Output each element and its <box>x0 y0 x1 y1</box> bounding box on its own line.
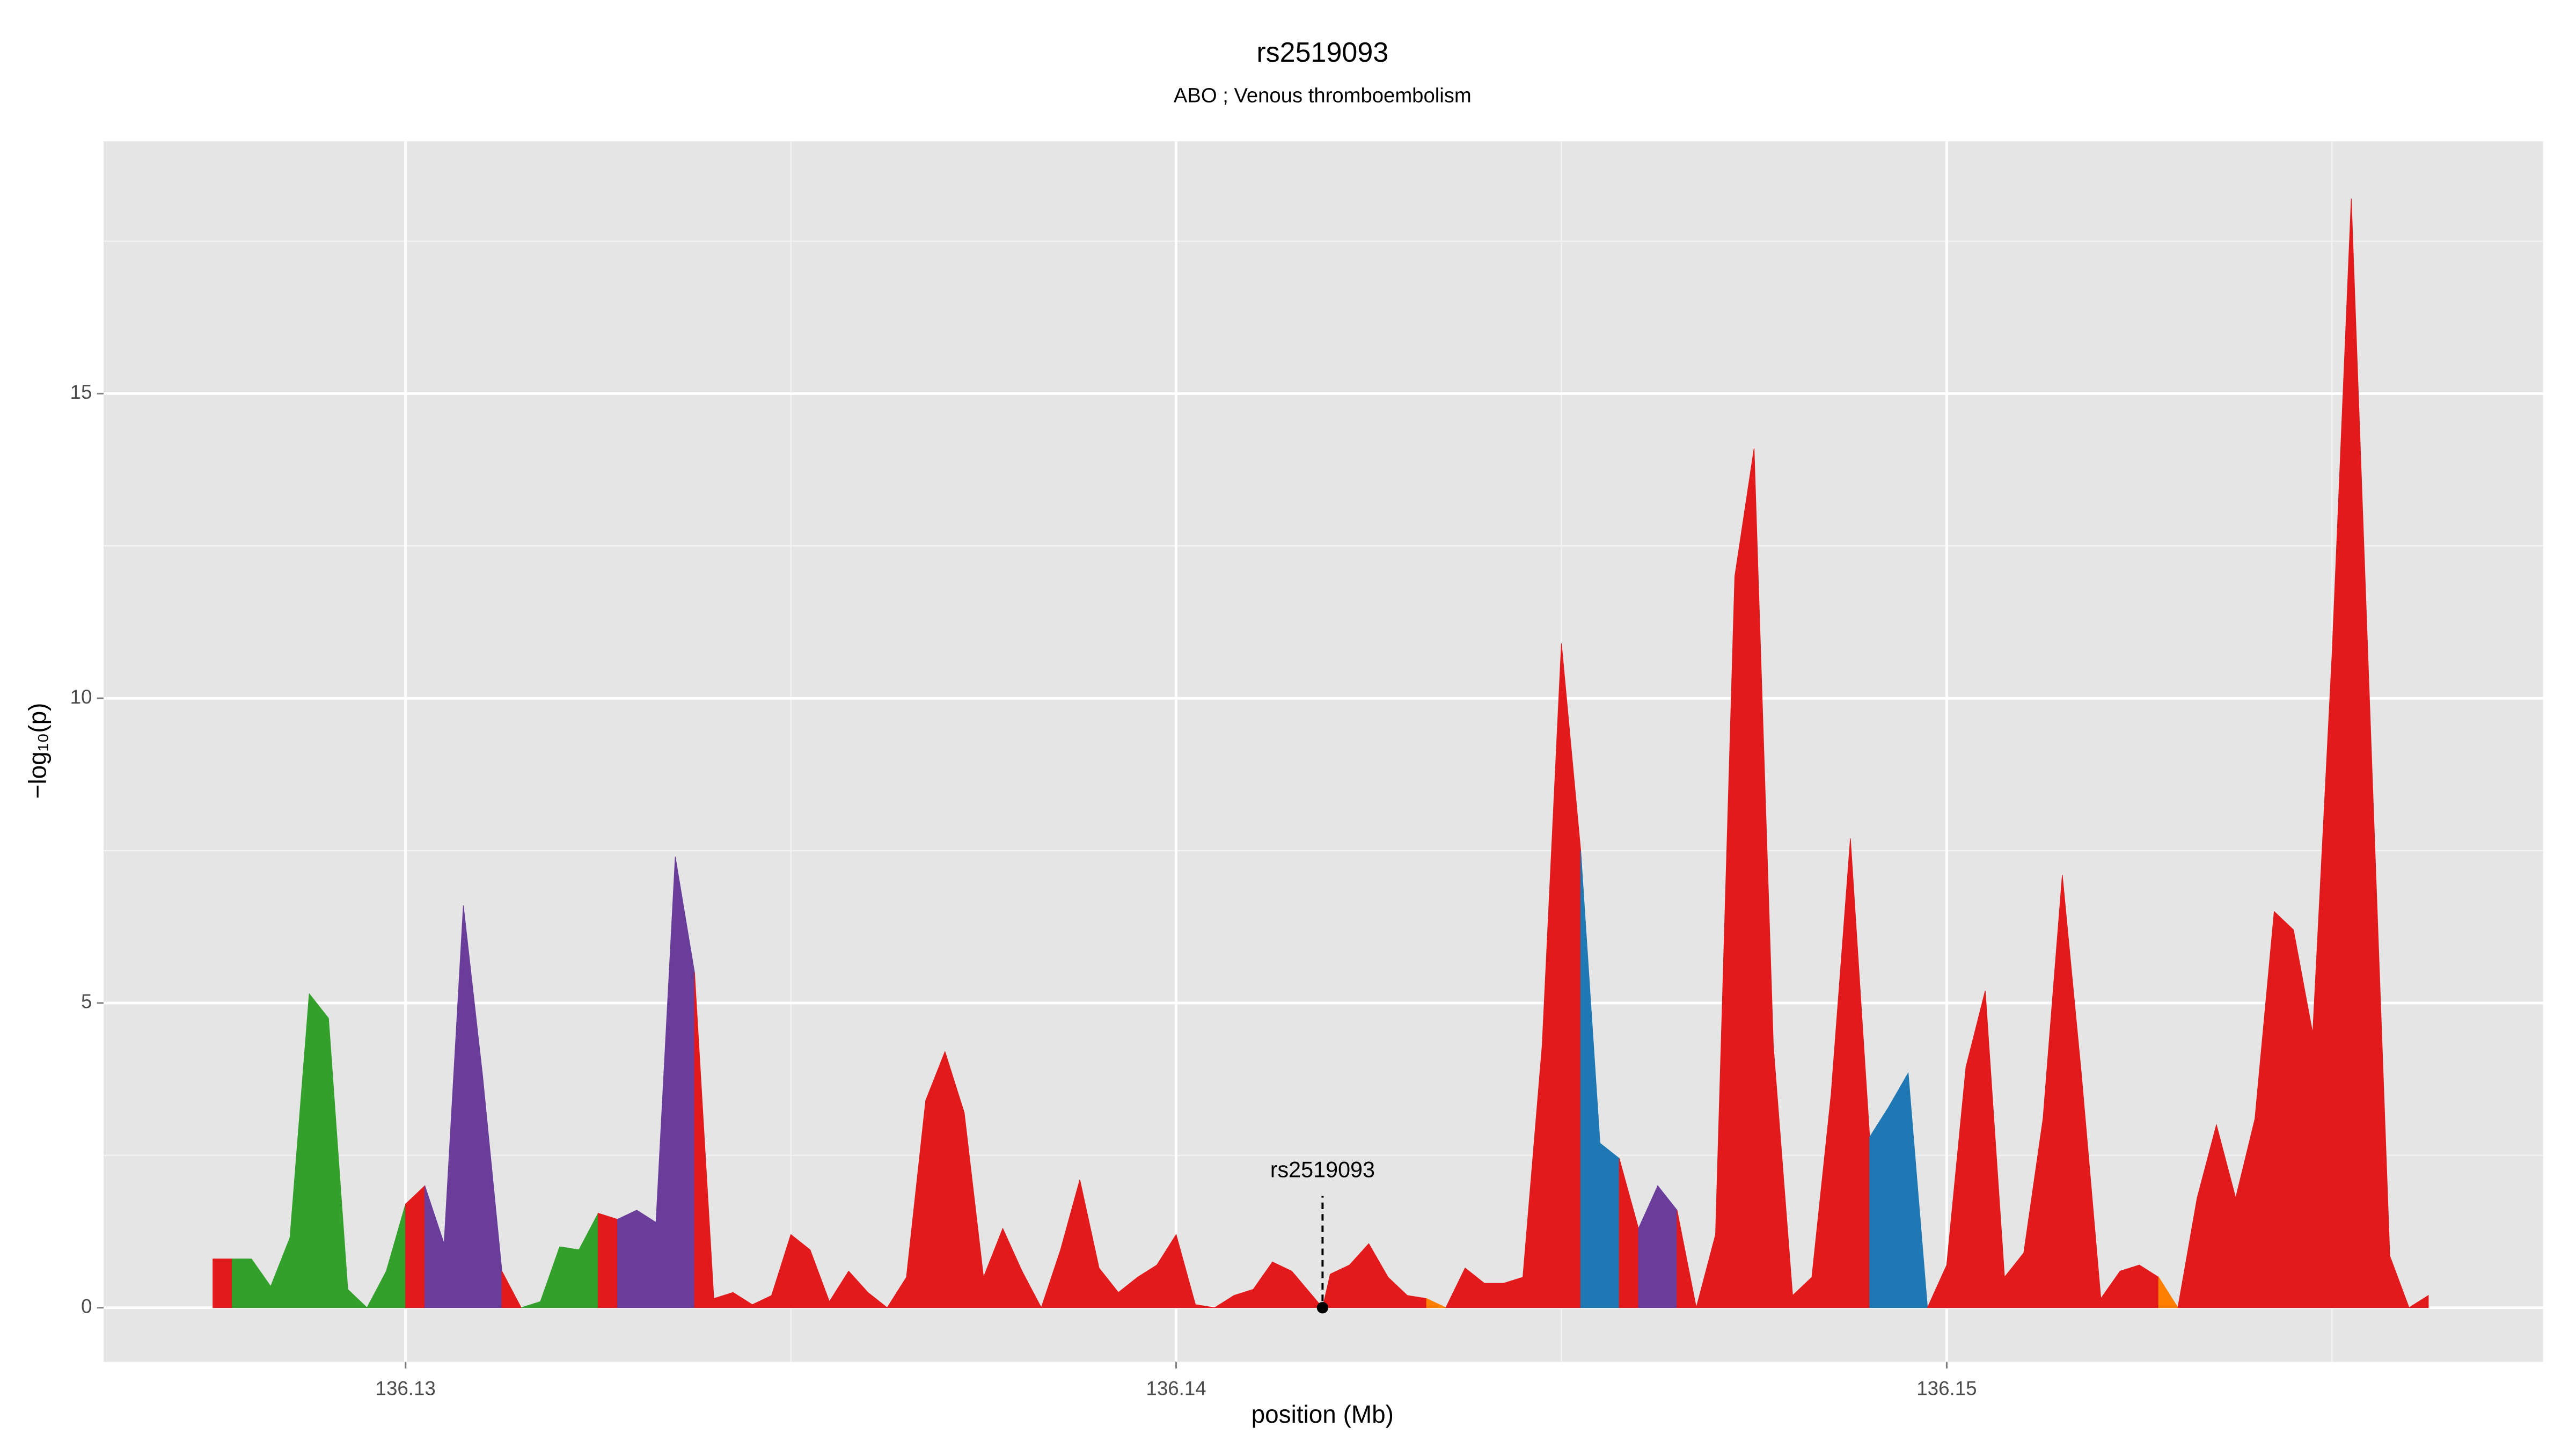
areas <box>213 198 2429 1309</box>
x-tick-label: 136.13 <box>376 1377 436 1399</box>
x-tick-label: 136.14 <box>1146 1377 1206 1399</box>
area-segment <box>1869 1072 1928 1308</box>
area-segment <box>2177 198 2429 1308</box>
y-axis-title: −log₁₀(p) <box>24 703 52 799</box>
annotation-point <box>1316 1301 1329 1314</box>
x-tick-label: 136.15 <box>1916 1377 1977 1399</box>
area-segment <box>1580 850 1620 1308</box>
area-segment <box>1426 1298 1446 1308</box>
area-segment <box>501 1271 522 1308</box>
area-segment <box>1677 448 1870 1308</box>
labels: 136.13 136.14 136.15 0 5 10 15 rs2519093 <box>70 381 1977 1399</box>
plot-panel <box>103 141 2543 1362</box>
area-segment <box>694 972 1427 1309</box>
y-tick-label: 5 <box>81 991 92 1013</box>
area-segment <box>1638 1185 1678 1308</box>
area-segment <box>598 1212 618 1308</box>
y-tick-label: 0 <box>81 1295 92 1317</box>
area-segment <box>405 1185 426 1308</box>
y-tick-label: 10 <box>70 686 92 708</box>
area-segment <box>2158 1276 2179 1308</box>
chart-subtitle: ABO ; Venous thromboembolism <box>1174 84 1472 107</box>
area-segment <box>1927 875 2159 1308</box>
x-axis-title: position (Mb) <box>1252 1400 1394 1428</box>
area-segment <box>213 1258 233 1308</box>
annotation-label: rs2519093 <box>1270 1158 1375 1182</box>
chart-title: rs2519093 <box>1256 37 1388 68</box>
y-tick-label: 15 <box>70 381 92 403</box>
